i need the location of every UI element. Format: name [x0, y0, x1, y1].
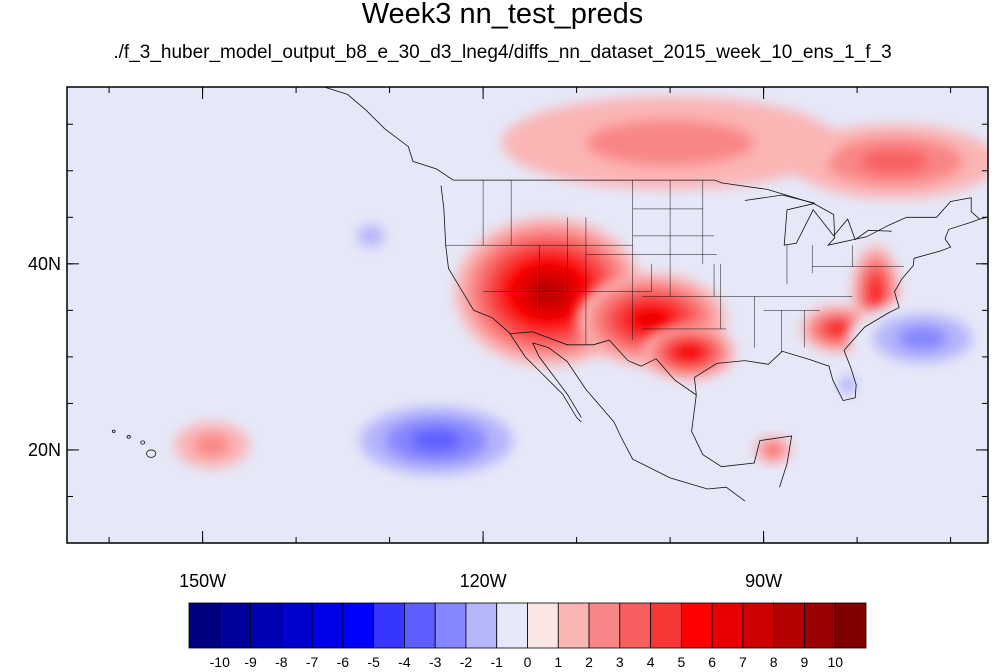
colorbar-label: 5: [677, 654, 685, 670]
hawaii-island: [140, 440, 146, 445]
hawaii-island: [146, 449, 157, 458]
line-mexico-pacific: [532, 342, 746, 502]
colorbar-label: 4: [647, 654, 655, 670]
hawaii-island: [111, 429, 116, 433]
colorbar-swatch: [650, 602, 682, 649]
colorbar-swatch: [434, 602, 467, 649]
region-hawaii-warm: [174, 422, 250, 469]
x-tick-label: 90W: [745, 571, 782, 591]
colorbar-label: -8: [275, 654, 288, 670]
colorbar-swatch: [465, 602, 498, 649]
colorbar-swatch: [711, 602, 744, 649]
colorbar: -10 -9 -8 -7 -6 -5 -4 -3 -2 -1 0 1 2 3 4 5 6 7 8 9 10: [188, 602, 867, 670]
hawaii-island: [126, 435, 131, 439]
colorbar-swatch: [342, 602, 375, 649]
colorbar-label: 3: [616, 654, 624, 670]
plot-subtitle: ./f_3_huber_model_output_b8_e_30_d3_lneg…: [113, 42, 892, 63]
colorbar-label: 2: [585, 654, 593, 670]
colorbar-label: -1: [491, 654, 504, 670]
colorbar-swatch: [557, 602, 590, 649]
colorbar-label: -3: [429, 654, 442, 670]
colorbar-label: -4: [398, 654, 411, 670]
x-tick-label: 150W: [179, 571, 226, 591]
colorbar-swatch: [280, 602, 313, 649]
colorbar-label: -5: [367, 654, 380, 670]
colorbar-label: 8: [770, 654, 778, 670]
line-mexico-gulf: [691, 394, 793, 488]
axis-ticks: 150W 120W 90W 20N 40N: [28, 87, 988, 591]
x-tick-label: 120W: [460, 571, 507, 591]
line-baja-gulf: [532, 342, 582, 418]
colorbar-swatch: [680, 602, 713, 649]
colorbar-swatch: [496, 602, 528, 649]
colorbar-label: 1: [554, 654, 562, 670]
colorbar-label: 0: [524, 654, 532, 670]
line-canada-us-border: [453, 179, 980, 246]
colorbar-swatch: [742, 602, 775, 649]
colorbar-swatch: [527, 602, 559, 649]
colorbar-label: 7: [739, 654, 747, 670]
coastlines-and-borders: [111, 87, 988, 502]
colorbar-swatch: [404, 602, 436, 649]
line-gulf-coast: [693, 350, 857, 402]
plot-title: Week3 nn_test_preds: [361, 0, 644, 30]
y-tick-label: 40N: [28, 254, 61, 274]
colorbar-label: 9: [801, 654, 809, 670]
line-east-coast: [843, 216, 988, 351]
colorbar-swatch: [373, 602, 405, 649]
region-pacific-cold: [333, 394, 540, 488]
state-borders: [445, 180, 904, 353]
colorbar-swatch: [188, 602, 221, 649]
colorbar-label: -6: [337, 654, 350, 670]
line-great-lakes: [744, 194, 892, 246]
colorbar-label: 10: [827, 654, 843, 670]
region-atlantic-cold: [847, 301, 988, 376]
colorbar-swatch: [588, 602, 621, 649]
colorbar-swatch: [619, 602, 651, 649]
line-us-mexico-border: [510, 331, 697, 396]
region-caribbean-warm: [754, 435, 792, 464]
colorbar-swatch: [773, 602, 805, 649]
region-eastern-canada-warm: [791, 124, 988, 199]
region-florida-cool: [836, 370, 859, 399]
colorbar-label: 6: [708, 654, 716, 670]
line-bc-coast: [323, 87, 454, 181]
region-northeast-pacific-cool: [342, 212, 399, 260]
map-frame: [66, 86, 989, 544]
colorbar-swatch: [804, 602, 836, 649]
colorbar-swatch: [250, 602, 282, 649]
colorbar-label: -2: [460, 654, 473, 670]
region-texas-warm: [642, 324, 736, 381]
y-tick-label: 20N: [28, 440, 61, 460]
region-central-canada-warm: [501, 96, 839, 190]
colorbar-label: -9: [244, 654, 257, 670]
colorbar-swatch: [219, 602, 251, 649]
colorbar-label: -10: [210, 654, 230, 670]
colorbar-swatch: [834, 602, 867, 649]
colorbar-swatch: [311, 602, 344, 649]
colorbar-label: -7: [306, 654, 319, 670]
